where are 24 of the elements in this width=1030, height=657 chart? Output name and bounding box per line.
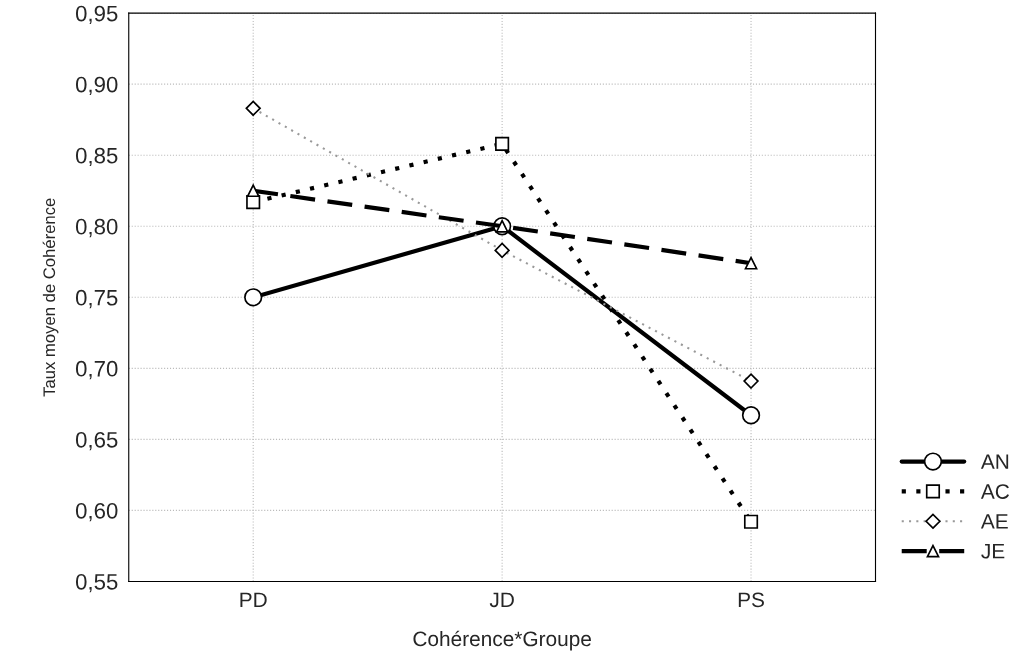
y-tick-label: 0,75 xyxy=(75,289,118,309)
y-tick-label: 0,95 xyxy=(75,5,118,25)
y-tick-label: 0,70 xyxy=(75,360,118,380)
x-tick-label: PS xyxy=(738,592,764,608)
y-axis-title: Taux moyen de Cohérence xyxy=(42,198,59,397)
legend-label: AE xyxy=(980,514,1008,529)
point xyxy=(246,184,260,198)
legend-label: AN xyxy=(980,454,1009,469)
point xyxy=(495,136,510,151)
y-tick-label: 0,85 xyxy=(75,147,118,167)
x-tick-label: JD xyxy=(489,592,514,608)
y-tick-label: 0,60 xyxy=(75,502,118,522)
x-axis-title: Cohérence*Groupe xyxy=(413,630,591,651)
y-tick-label: 0,55 xyxy=(75,573,118,593)
y-tick-label: 0,80 xyxy=(75,218,118,238)
legend-label: JE xyxy=(981,544,1005,559)
x-tick-label: PD xyxy=(240,592,267,607)
point xyxy=(741,406,761,425)
point xyxy=(744,256,758,270)
y-tick-label: 0,65 xyxy=(75,431,118,451)
point xyxy=(743,514,759,529)
y-tick-label: 0,90 xyxy=(75,76,118,96)
point xyxy=(244,288,263,307)
legend-label: AC xyxy=(980,484,1010,499)
